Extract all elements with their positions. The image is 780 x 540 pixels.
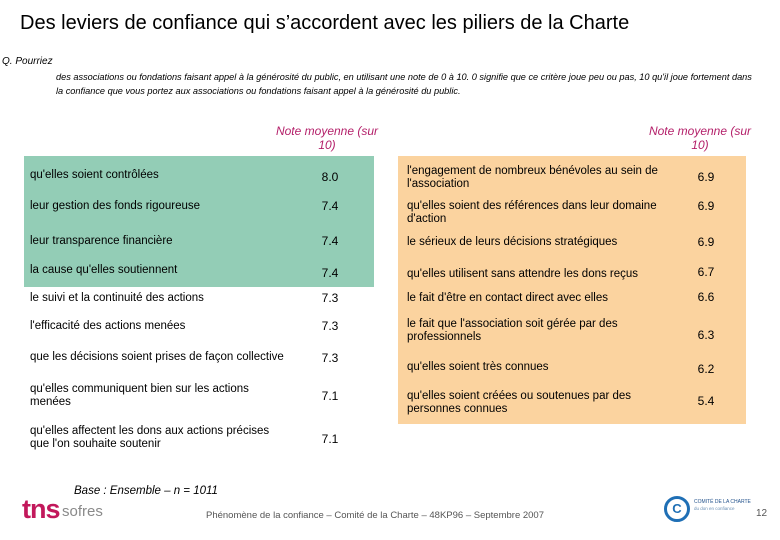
right-item-value: 6.9 [697,235,715,249]
footer-text: Phénomène de la confiance – Comité de la… [206,510,545,521]
left-item-label: qu'elles communiquent bien sur les actio… [30,383,249,408]
left-item-value: 7.3 [321,291,339,305]
left-item-label: que les décisions soient prises de façon… [30,351,284,363]
charte-seal-icon: C [664,496,690,522]
left-item-value: 7.4 [321,199,339,213]
tns-logo-text: tns [22,494,60,524]
page-title: Des leviers de confiance qui s’accordent… [20,12,630,34]
left-item-label: le suivi et la continuité des actions [30,292,204,304]
left-item-value: 7.3 [321,351,339,365]
right-item-label: qu'elles soient des références dans leur… [407,200,657,225]
left-item-value: 7.3 [321,319,339,333]
right-item-label: le sérieux de leurs décisions stratégiqu… [407,236,618,248]
charte-logo-line1: COMITÉ DE LA CHARTE [694,499,751,505]
question-text: des associations ou fondations faisant a… [56,72,752,96]
question-lead: Q. Pourriez [2,56,53,67]
right-item-label: le fait d'être en contact direct avec el… [407,292,608,304]
right-item-value: 6.2 [697,362,715,376]
right-item-label: l'engagement de nombreux bénévoles au se… [407,165,658,190]
right-column-header: Note moyenne (sur 10) [648,124,752,152]
left-item-label: qu'elles soient contrôlées [30,169,159,181]
orange-highlight-panel [398,156,746,424]
right-item-value: 6.9 [697,199,715,213]
left-item-label: la cause qu'elles soutiennent [30,264,178,276]
left-item-label: leur gestion des fonds rigoureuse [30,200,201,212]
left-item-value: 7.1 [321,389,339,403]
right-item-value: 6.3 [697,328,715,342]
tns-sofres-logo: tns sofres [18,492,108,526]
left-column-header: Note moyenne (sur 10) [275,124,379,152]
left-item-value: 7.4 [321,234,339,248]
left-item-label: leur transparence financière [30,235,173,247]
right-item-label: qu'elles soient très connues [407,361,549,373]
page-number: 12 [756,508,768,519]
left-item-label: l'efficacité des actions menées [30,320,186,332]
right-item-value: 6.9 [697,170,715,184]
left-item-value: 7.4 [321,266,339,280]
right-item-value: 6.6 [697,290,715,304]
right-item-label: qu'elles utilisent sans attendre les don… [407,268,639,280]
comite-charte-logo: C COMITÉ DE LA CHARTE du don en confianc… [664,496,751,526]
right-item-value: 5.4 [697,394,715,408]
right-item-value: 6.7 [697,265,715,279]
sofres-logo-text: sofres [62,503,103,520]
left-item-label: qu'elles affectent les dons aux actions … [30,425,270,450]
left-item-value: 7.1 [321,432,339,446]
left-item-value: 8.0 [321,170,339,184]
right-item-label: le fait que l'association soit gérée par… [407,318,618,343]
green-highlight-panel [24,156,374,287]
base-note: Base : Ensemble – n = 1011 [74,485,218,497]
right-item-label: qu'elles soient créées ou soutenues par … [407,390,632,415]
charte-logo-line2: du don en confiance [694,506,735,511]
